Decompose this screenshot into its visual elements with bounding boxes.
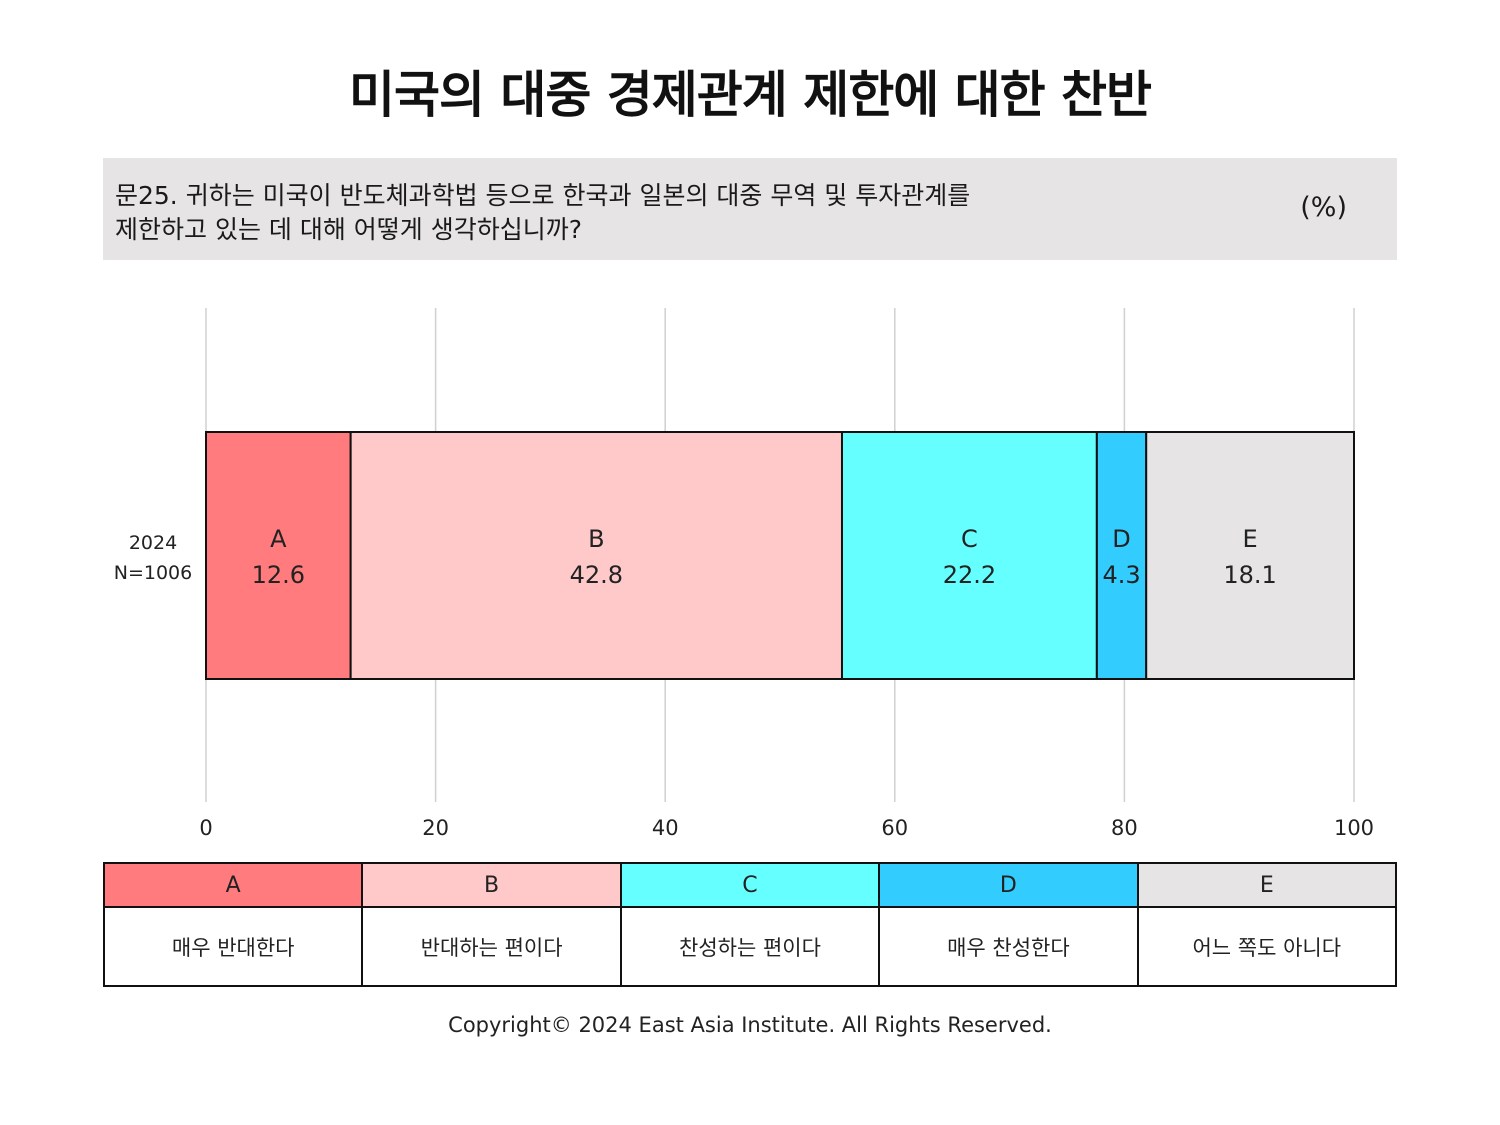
segment-label-d: D <box>1112 525 1130 553</box>
legend-desc-a: 매우 반대한다 <box>102 906 364 987</box>
bar-segment-e <box>1145 431 1356 680</box>
data-label-c: 22.2 <box>943 561 996 589</box>
category-label-line-1: 2024 <box>129 532 177 554</box>
x-tick-label-60: 60 <box>881 816 908 840</box>
legend-code-b: B <box>361 862 622 908</box>
legend-desc-c: 찬성하는 편이다 <box>619 906 881 987</box>
x-tick-label-100: 100 <box>1334 816 1374 840</box>
legend-desc-e: 어느 쪽도 아니다 <box>1136 906 1398 987</box>
legend-code-d: D <box>878 862 1139 908</box>
segment-label-e: E <box>1243 525 1258 553</box>
chart-title: 미국의 대중 경제관계 제한에 대한 찬반 <box>348 66 1152 124</box>
bar-segment-b <box>349 431 843 680</box>
legend-code-c: C <box>619 862 881 908</box>
stacked-bar-chart: 0 20 40 60 80 100 A 12.6 B 42.8 C 22.2 D 4.3 E 18.1 2024… <box>114 308 1374 840</box>
question-box: 문25. 귀하는 미국이 반도체과학법 등으로 한국과 일본의 대중 무역 및 … <box>103 158 1397 260</box>
copyright-text: Copyright© 2024 East Asia Institute. All… <box>448 1013 1052 1037</box>
segment-label-b: B <box>588 525 604 553</box>
segment-label-c: C <box>961 525 978 553</box>
bar-segment-d <box>1095 431 1148 680</box>
legend-code-e: E <box>1136 862 1398 908</box>
question-line-1: 문25. 귀하는 미국이 반도체과학법 등으로 한국과 일본의 대중 무역 및 … <box>115 181 971 210</box>
data-label-a: 12.6 <box>252 561 305 589</box>
data-label-b: 42.8 <box>570 561 623 589</box>
category-label-line-2: N=1006 <box>114 562 193 584</box>
x-tick-label-20: 20 <box>422 816 449 840</box>
x-tick-label-40: 40 <box>652 816 679 840</box>
x-tick-label-0: 0 <box>199 816 212 840</box>
data-label-e: 18.1 <box>1223 561 1276 589</box>
legend-code-row: A B C D E <box>102 862 1398 908</box>
question-line-2: 제한하고 있는 데 대해 어떻게 생각하십니까? <box>115 215 583 244</box>
legend-desc-d: 매우 찬성한다 <box>878 906 1139 987</box>
data-label-d: 4.3 <box>1102 561 1140 589</box>
legend-table: A B C D E 매우 반대한다 반대하는 편이다 찬성하는 편이다 매우 찬… <box>102 862 1398 987</box>
legend-desc-row: 매우 반대한다 반대하는 편이다 찬성하는 편이다 매우 찬성한다 어느 쪽도 … <box>102 906 1398 987</box>
bar-segment-c <box>840 431 1098 680</box>
bar-segment-a <box>205 431 352 680</box>
x-tick-label-80: 80 <box>1111 816 1138 840</box>
unit-label: (%) <box>1300 192 1347 223</box>
legend-desc-b: 반대하는 편이다 <box>361 906 622 987</box>
legend-code-a: A <box>102 862 364 908</box>
segment-label-a: A <box>270 525 287 553</box>
